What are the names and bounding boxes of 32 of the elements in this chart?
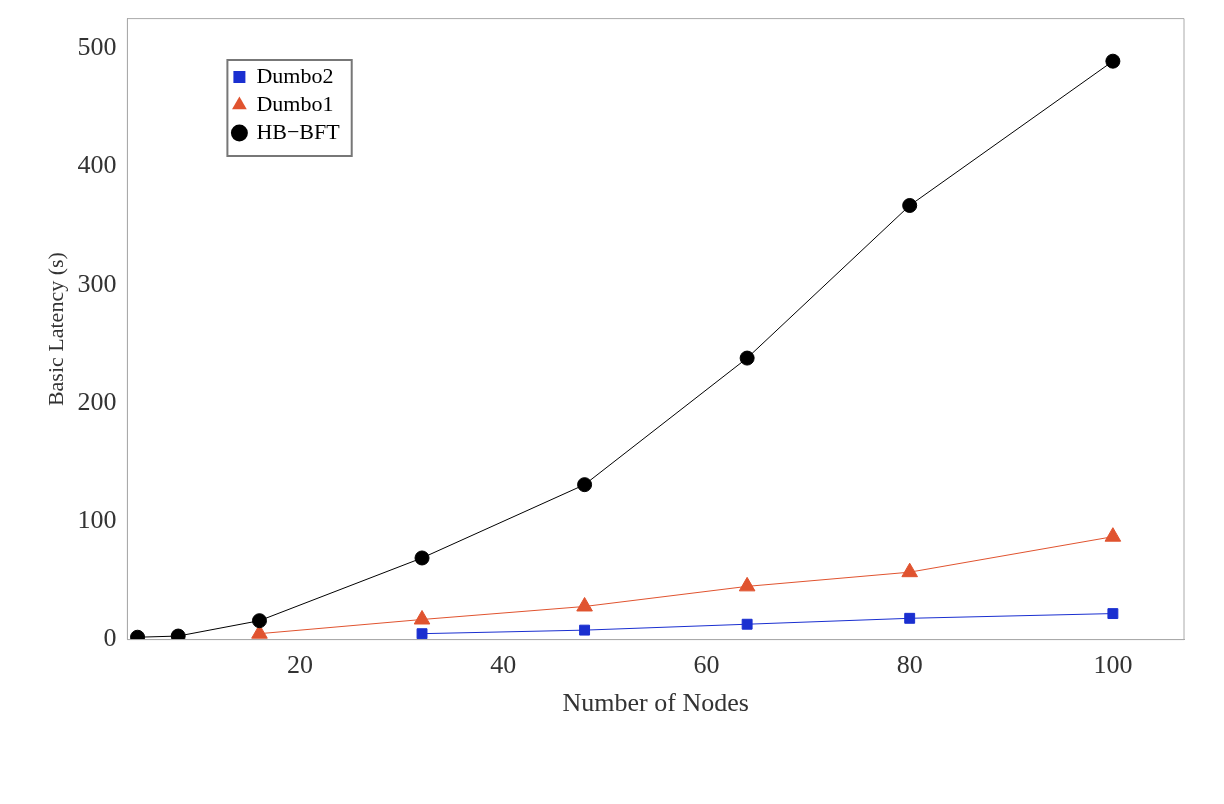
point <box>251 613 267 629</box>
legend-label: HB−BFT <box>256 118 341 144</box>
point <box>738 576 756 592</box>
x-tick-label: 100 <box>1093 650 1133 680</box>
point <box>414 550 430 566</box>
y-axis-title: Basic Latency (s) <box>42 252 68 407</box>
legend-label: Dumbo2 <box>256 62 334 88</box>
point <box>741 618 753 630</box>
legend-label: Dumbo1 <box>256 90 334 116</box>
point <box>739 350 755 366</box>
point <box>579 624 591 636</box>
point <box>416 628 428 640</box>
y-tick-label: 300 <box>77 268 117 298</box>
x-tick-label: 60 <box>693 650 720 680</box>
x-tick-label: 80 <box>896 650 923 680</box>
point <box>902 197 918 213</box>
point <box>1105 53 1121 69</box>
x-tick-label: 20 <box>287 650 314 680</box>
point <box>577 477 593 493</box>
point <box>1107 608 1119 620</box>
x-axis-title: Number of Nodes <box>562 688 749 718</box>
y-tick-label: 0 <box>103 623 117 653</box>
point <box>1104 527 1122 542</box>
point <box>901 562 918 578</box>
y-tick-label: 100 <box>77 505 117 535</box>
point <box>576 596 593 612</box>
point <box>413 609 431 625</box>
point <box>904 612 916 624</box>
y-tick-label: 500 <box>77 32 117 61</box>
y-tick-label: 400 <box>77 150 117 180</box>
x-tick-label: 40 <box>490 650 517 680</box>
y-tick-label: 200 <box>77 386 117 416</box>
